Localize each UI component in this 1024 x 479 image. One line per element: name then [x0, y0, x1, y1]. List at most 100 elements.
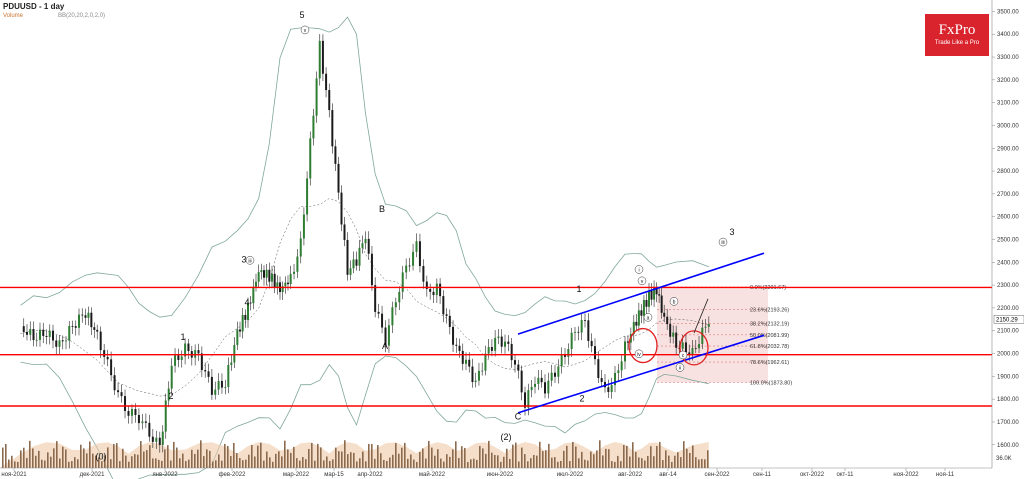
volume-bar — [575, 446, 577, 468]
volume-bar — [251, 445, 253, 468]
candle-body — [448, 315, 451, 327]
candle-body — [207, 371, 210, 377]
candle-body — [155, 437, 158, 442]
candle-body — [134, 409, 137, 415]
candle-body — [58, 340, 61, 347]
volume-bar — [134, 454, 136, 468]
candle-body — [252, 286, 255, 304]
candle-body — [224, 386, 227, 388]
candle-body — [48, 330, 51, 337]
candle-body — [293, 271, 296, 274]
y-tick-label: 3000.00 — [997, 123, 1019, 129]
highlight-circle — [679, 330, 709, 366]
x-tick-label: май-2022 — [419, 471, 446, 478]
volume-bar — [506, 448, 508, 468]
candle-body — [425, 281, 428, 289]
volume-bar — [170, 460, 172, 468]
volume-bar — [578, 458, 580, 468]
candle-body — [45, 335, 48, 337]
volume-bar — [140, 441, 142, 468]
candle-body — [381, 313, 384, 328]
volume-bar — [353, 452, 355, 468]
candle-body — [233, 344, 236, 363]
volume-bar — [122, 448, 124, 468]
logo-tagline: Trade Like a Pro — [934, 40, 980, 46]
volume-bar — [545, 450, 547, 468]
volume-bar — [206, 449, 208, 468]
volume-bar — [635, 451, 637, 468]
volume-bar — [683, 441, 685, 468]
candle-body — [477, 370, 480, 381]
volume-bar — [521, 447, 523, 468]
candle-body — [187, 343, 190, 352]
candle-body — [164, 400, 167, 432]
volume-bar — [29, 440, 31, 468]
candle-body — [452, 326, 455, 345]
wave-label: c — [682, 353, 685, 359]
volume-bar — [476, 459, 478, 468]
wave-marker-circle — [669, 297, 679, 306]
volume-bar — [191, 449, 193, 468]
candle-body — [547, 380, 550, 394]
candle-body — [299, 238, 302, 257]
volume-bar — [644, 460, 646, 468]
volume-bar — [197, 449, 199, 468]
volume-bar — [551, 457, 553, 468]
wave-label: (2) — [501, 432, 512, 442]
volume-bar — [581, 451, 583, 468]
candle-body — [180, 356, 183, 360]
volume-bar — [641, 458, 643, 468]
volume-bar — [389, 457, 391, 468]
candle-body — [520, 370, 523, 393]
candle-body — [35, 339, 38, 341]
volume-bar — [347, 454, 349, 468]
volume-bar — [230, 456, 232, 468]
y-tick-label: 2500.00 — [997, 238, 1019, 244]
volume-bar — [53, 448, 55, 468]
volume-bar — [602, 455, 604, 468]
volume-label: Volume — [3, 13, 24, 19]
candle-body — [113, 375, 116, 391]
volume-bar — [104, 455, 106, 468]
volume-bar — [317, 443, 319, 468]
candle-body — [265, 269, 268, 278]
volume-bar — [422, 448, 424, 468]
candle-body — [587, 320, 590, 341]
volume-bar — [392, 454, 394, 468]
volume-bar — [311, 442, 313, 468]
candle-body — [334, 146, 337, 164]
volume-bar — [254, 456, 256, 468]
candle-body — [170, 365, 173, 389]
volume-bar — [461, 446, 463, 468]
volume-bar — [569, 461, 571, 468]
candle-body — [442, 296, 445, 315]
candle-body — [474, 380, 477, 383]
volume-bar — [533, 454, 535, 468]
volume-bar — [8, 459, 10, 468]
candle-body — [151, 436, 154, 442]
wave-marker-circle — [678, 350, 688, 360]
volume-bar — [188, 459, 190, 468]
projection-arrow — [693, 298, 709, 334]
candle-body — [675, 332, 678, 348]
candle-body — [343, 224, 346, 240]
candle-body — [471, 366, 474, 383]
candle-body — [358, 247, 361, 266]
candle-body — [666, 316, 669, 325]
volume-bar — [449, 456, 451, 468]
volume-bar — [611, 461, 613, 468]
volume-bar — [101, 461, 103, 468]
volume-bar — [401, 447, 403, 468]
volume-bar — [650, 446, 652, 468]
candle-body — [106, 356, 109, 360]
volume-bar — [155, 458, 157, 468]
y-tick-label: 2000.00 — [997, 352, 1019, 358]
volume-bar — [35, 455, 37, 468]
candle-body — [527, 390, 530, 408]
candle-body — [418, 241, 421, 267]
wave-marker-circle — [634, 349, 644, 359]
candle-body — [534, 383, 536, 387]
volume-bar — [473, 458, 475, 468]
volume-bar — [233, 442, 235, 468]
candle-body — [524, 392, 526, 408]
